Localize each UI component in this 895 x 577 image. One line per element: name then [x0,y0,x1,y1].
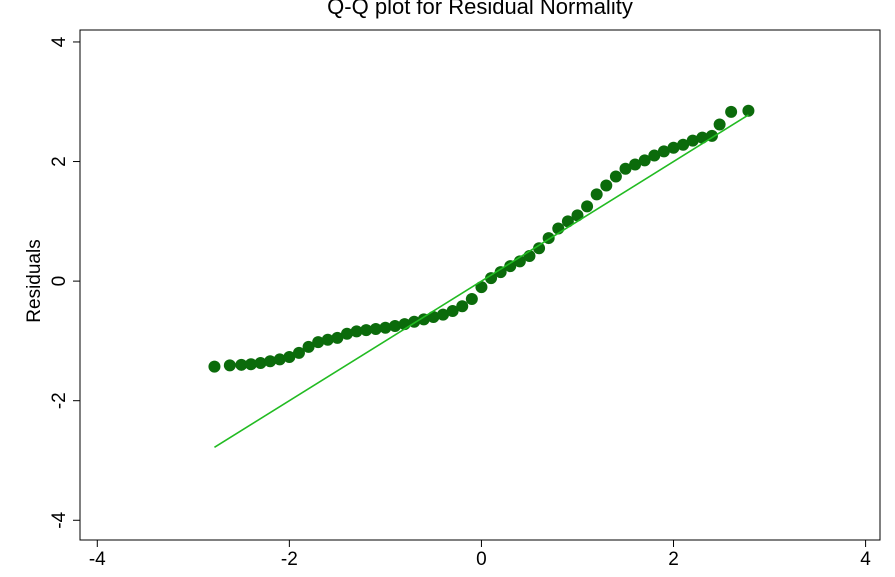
data-point [283,351,296,364]
data-point [571,209,584,222]
data-point [504,260,517,273]
data-point [648,149,661,162]
data-point [667,141,680,154]
data-point [369,322,382,335]
data-point [331,331,344,344]
data-point [638,154,651,167]
data-point [581,200,594,213]
data-point [494,266,507,279]
y-tick-label: 4 [49,36,70,47]
data-point [312,336,325,349]
data-point [677,138,690,151]
data-point [465,293,478,306]
data-point [437,308,450,321]
plot-frame [79,29,881,541]
x-tick-label: -2 [281,549,298,570]
data-point [321,333,334,346]
data-point [475,281,488,294]
y-tick-label: 2 [49,156,70,167]
data-point [208,360,221,373]
data-point [417,313,430,326]
data-point [742,104,755,117]
data-point [446,305,459,318]
data-point [561,215,574,228]
data-point [590,188,603,201]
reference-line [214,114,749,449]
data-point [223,359,236,372]
data-point [713,118,726,131]
data-point [609,170,622,183]
data-point [292,346,305,359]
data-point [533,242,546,255]
data-point [389,319,402,332]
data-point [600,179,613,192]
chart-title: Q-Q plot for Residual Normality [327,0,633,19]
x-tick-label: 0 [476,549,487,570]
data-point [379,321,392,334]
y-axis-label: Residuals [24,239,45,322]
data-point [244,358,257,371]
data-point [686,134,699,147]
data-point [264,355,277,368]
data-point [456,300,469,313]
y-tick-label: 0 [49,276,70,287]
x-tick-label: -4 [89,549,106,570]
y-tick-label: -4 [49,511,70,528]
data-point [360,324,373,337]
data-point [340,327,353,340]
data-point [235,358,248,371]
data-point [725,105,738,118]
data-point [350,325,363,338]
data-point [427,310,440,323]
x-tick-label: 2 [668,549,679,570]
data-point [696,131,709,144]
y-tick-label: -2 [49,392,70,409]
data-point [619,162,632,175]
data-point [302,340,315,353]
data-point [254,357,267,370]
data-point [629,158,642,171]
data-point [485,272,498,285]
data-point [273,353,286,366]
data-point [657,145,670,158]
x-tick-label: 4 [860,549,871,570]
